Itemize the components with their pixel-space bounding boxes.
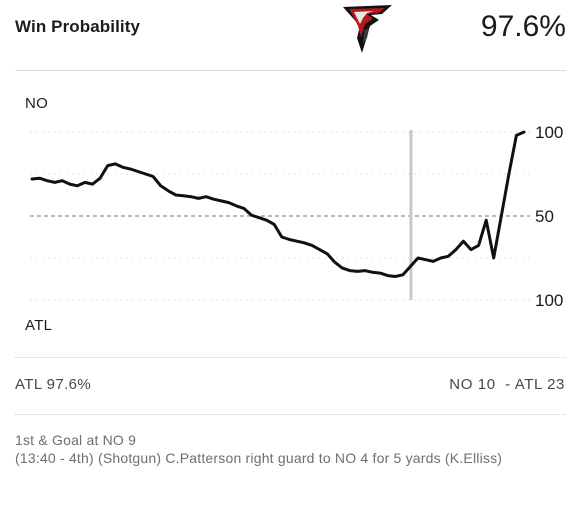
data-point — [364, 270, 366, 272]
data-point — [303, 242, 306, 244]
data-point — [394, 275, 396, 278]
data-point — [197, 197, 200, 199]
data-point — [296, 240, 298, 242]
data-point — [228, 202, 230, 204]
data-point — [440, 257, 442, 259]
data-point — [99, 177, 101, 179]
leader-probability: ATL 97.6% — [15, 376, 92, 393]
data-point — [356, 270, 359, 272]
data-point — [258, 217, 260, 219]
data-point — [372, 271, 374, 273]
data-point — [523, 131, 525, 133]
team-top-label: NO — [25, 95, 49, 112]
win-probability-chart[interactable]: 100 50 100 — [0, 70, 588, 358]
header-divider — [15, 70, 566, 71]
y-tick-label: 100 — [535, 291, 563, 310]
data-point — [281, 236, 283, 238]
data-point — [167, 190, 169, 192]
data-point — [114, 163, 116, 165]
play-description: 1st & Goal at NO 9 (13:40 - 4th) (Shotgu… — [15, 431, 575, 467]
data-point — [447, 255, 449, 257]
atlanta-falcons-logo-icon — [340, 2, 398, 56]
data-point — [175, 194, 177, 196]
data-point — [46, 180, 48, 182]
data-point — [326, 253, 328, 255]
data-point — [515, 134, 518, 136]
data-point — [470, 249, 472, 251]
data-point — [417, 257, 419, 259]
footer-divider — [15, 414, 566, 415]
data-point — [250, 214, 253, 216]
data-point — [107, 165, 109, 167]
data-point — [152, 175, 154, 178]
win-probability-value: 97.6% — [480, 10, 566, 43]
win-probability-chart-svg: 100 50 100 — [30, 123, 563, 310]
data-point — [311, 244, 313, 246]
team-bottom-label: ATL — [25, 317, 53, 334]
data-point — [462, 240, 464, 242]
data-point — [349, 270, 351, 272]
data-point — [144, 173, 147, 175]
data-point — [122, 166, 124, 168]
data-point — [54, 181, 56, 183]
data-point — [61, 180, 63, 182]
data-point — [485, 219, 487, 221]
data-point — [190, 196, 192, 198]
data-point — [84, 181, 86, 183]
data-point — [39, 177, 41, 179]
data-point — [235, 205, 237, 207]
data-point — [31, 178, 33, 180]
play-situation: 1st & Goal at NO 9 — [15, 432, 137, 448]
data-point — [220, 200, 222, 202]
data-point — [500, 215, 502, 217]
data-point — [432, 260, 434, 262]
y-tick-label: 50 — [535, 207, 554, 226]
win-probability-line — [30, 130, 526, 278]
data-point — [493, 257, 495, 259]
y-tick-label: 100 — [535, 123, 563, 142]
data-point — [341, 267, 343, 269]
data-point — [182, 195, 184, 197]
data-point — [288, 238, 290, 241]
play-text: (13:40 - 4th) (Shotgun) C.Patterson righ… — [15, 450, 503, 466]
data-point — [205, 196, 207, 198]
data-point — [425, 259, 427, 261]
game-score: NO 10 - ATL 23 — [449, 376, 565, 393]
data-point — [409, 265, 412, 267]
data-point — [455, 249, 457, 251]
data-point — [508, 173, 510, 175]
data-point — [69, 183, 71, 185]
data-point — [387, 275, 389, 277]
data-point — [478, 244, 480, 246]
data-point — [129, 168, 131, 170]
data-point — [273, 223, 275, 225]
data-point — [402, 274, 404, 276]
data-point — [160, 185, 162, 187]
data-point — [137, 170, 139, 173]
data-point — [334, 261, 336, 263]
data-point — [266, 219, 268, 221]
chart-divider — [15, 357, 566, 358]
data-point — [319, 249, 321, 251]
data-point — [92, 183, 94, 185]
data-point — [76, 185, 78, 187]
data-point — [379, 272, 381, 274]
data-point — [213, 198, 215, 200]
page-title: Win Probability — [15, 17, 141, 36]
data-point — [243, 207, 245, 209]
